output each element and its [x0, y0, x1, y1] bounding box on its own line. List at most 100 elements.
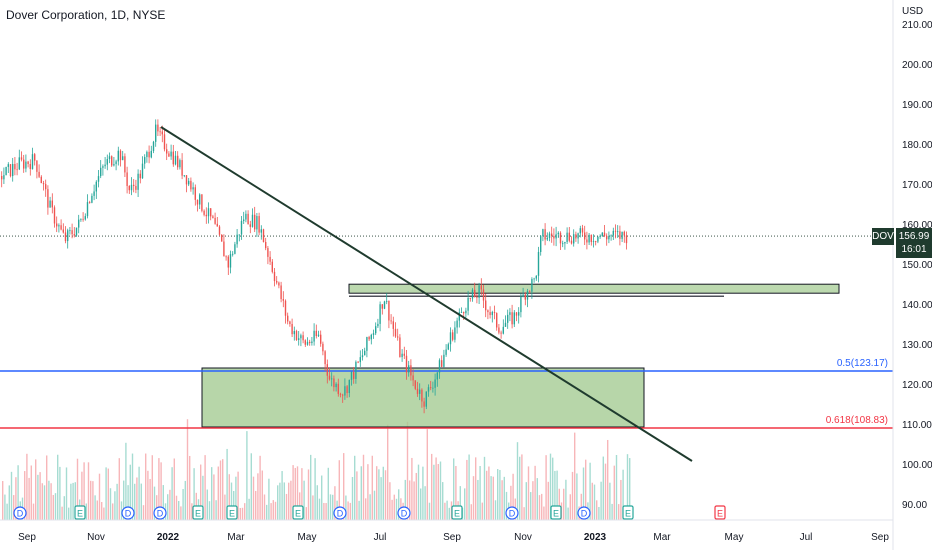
volume-bar: [477, 479, 479, 520]
candle-body: [269, 256, 271, 262]
candle-body: [504, 322, 507, 327]
candle-body: [133, 184, 135, 186]
candle-body: [467, 297, 469, 311]
candle-body: [324, 351, 326, 365]
trendline: [160, 126, 693, 462]
event-marker-letter: E: [717, 509, 723, 519]
volume-bar: [250, 453, 252, 520]
volume-bar: [483, 456, 486, 520]
volume-bar: [272, 500, 274, 520]
candle-body: [31, 154, 34, 170]
candle-body: [20, 157, 23, 160]
volume-bar: [2, 481, 4, 520]
candle-body: [113, 164, 115, 166]
volume-bar: [358, 500, 360, 520]
candle-body: [245, 213, 247, 220]
volume-bar: [305, 507, 307, 520]
candle-body: [152, 141, 155, 151]
candle-body: [588, 234, 590, 243]
volume-bar: [24, 471, 26, 520]
candle-body: [601, 232, 603, 237]
volume-bar: [123, 480, 125, 520]
event-marker-letter: E: [625, 509, 631, 519]
volume-bar: [167, 494, 169, 520]
volume-bar: [442, 482, 444, 520]
candle-body: [482, 289, 485, 301]
volume-bar: [626, 454, 629, 520]
candle-body: [491, 312, 493, 316]
volume-bar: [294, 467, 296, 520]
candle-body: [95, 181, 97, 192]
candle-body: [115, 161, 117, 165]
candle-body: [333, 378, 335, 388]
candle-body: [542, 229, 544, 237]
volume-bar: [433, 464, 435, 520]
volume-bar: [349, 502, 351, 520]
volume-bar: [26, 453, 28, 520]
candle-body: [256, 216, 258, 230]
x-tick-label: 2022: [157, 532, 180, 543]
volume-bar: [277, 485, 279, 520]
candle-body: [262, 229, 265, 243]
candle-body: [232, 253, 234, 255]
candle-body: [78, 219, 80, 228]
earnings-marker: [74, 505, 86, 520]
volume-bar: [384, 470, 387, 520]
candle-body: [102, 166, 104, 168]
volume-bar: [129, 464, 131, 520]
candle-body: [146, 151, 148, 158]
volume-bar: [178, 501, 180, 520]
candle-body: [427, 387, 430, 392]
volume-bar: [70, 483, 72, 520]
volume-bar: [74, 482, 76, 520]
volume-bar: [378, 469, 380, 520]
event-marker: E: [550, 505, 562, 520]
volume-bar: [505, 491, 508, 520]
candle-body: [564, 241, 566, 244]
volume-bar: [43, 485, 46, 520]
volume-bar: [114, 491, 116, 520]
volume-bar: [472, 476, 475, 520]
volume-bar: [191, 503, 193, 520]
candle-body: [375, 326, 377, 334]
candle-body: [161, 131, 163, 135]
candle-body: [218, 226, 221, 235]
candle-body: [419, 389, 421, 394]
volume-bar: [217, 466, 219, 520]
event-marker: E: [622, 505, 634, 520]
volume-bar: [521, 454, 523, 520]
volume-bar: [68, 507, 70, 520]
volume-bar: [618, 504, 620, 520]
volume-bar: [15, 477, 17, 520]
volume-bar: [219, 460, 222, 520]
candle-body: [412, 375, 414, 381]
volume-bar: [428, 502, 431, 520]
candle-body: [155, 124, 157, 142]
candle-body: [302, 335, 304, 341]
volume-bar: [321, 475, 323, 520]
candle-body: [234, 244, 236, 254]
fib-label: 0.5(123.17): [837, 358, 888, 369]
event-marker: D: [333, 506, 347, 520]
volume-bar: [63, 496, 65, 520]
volume-bar: [323, 502, 325, 520]
candles: [1, 119, 628, 414]
volume-bar: [369, 494, 371, 520]
volume-bar: [494, 500, 497, 520]
event-marker: D: [397, 506, 411, 520]
volume-bar: [455, 466, 457, 520]
volume-bar: [609, 482, 611, 520]
candle-body: [205, 214, 207, 217]
candle-body: [562, 243, 564, 245]
volume-bar: [189, 455, 191, 520]
candle-body: [469, 297, 471, 299]
candle-body: [27, 161, 29, 164]
fib-label: 0.618(108.83): [826, 415, 888, 426]
event-marker-letter: D: [509, 509, 516, 519]
candle-body: [430, 387, 432, 389]
candle-body: [502, 326, 504, 334]
volume-bar: [10, 471, 13, 520]
candle-body: [181, 160, 183, 176]
candle-body: [331, 378, 333, 380]
